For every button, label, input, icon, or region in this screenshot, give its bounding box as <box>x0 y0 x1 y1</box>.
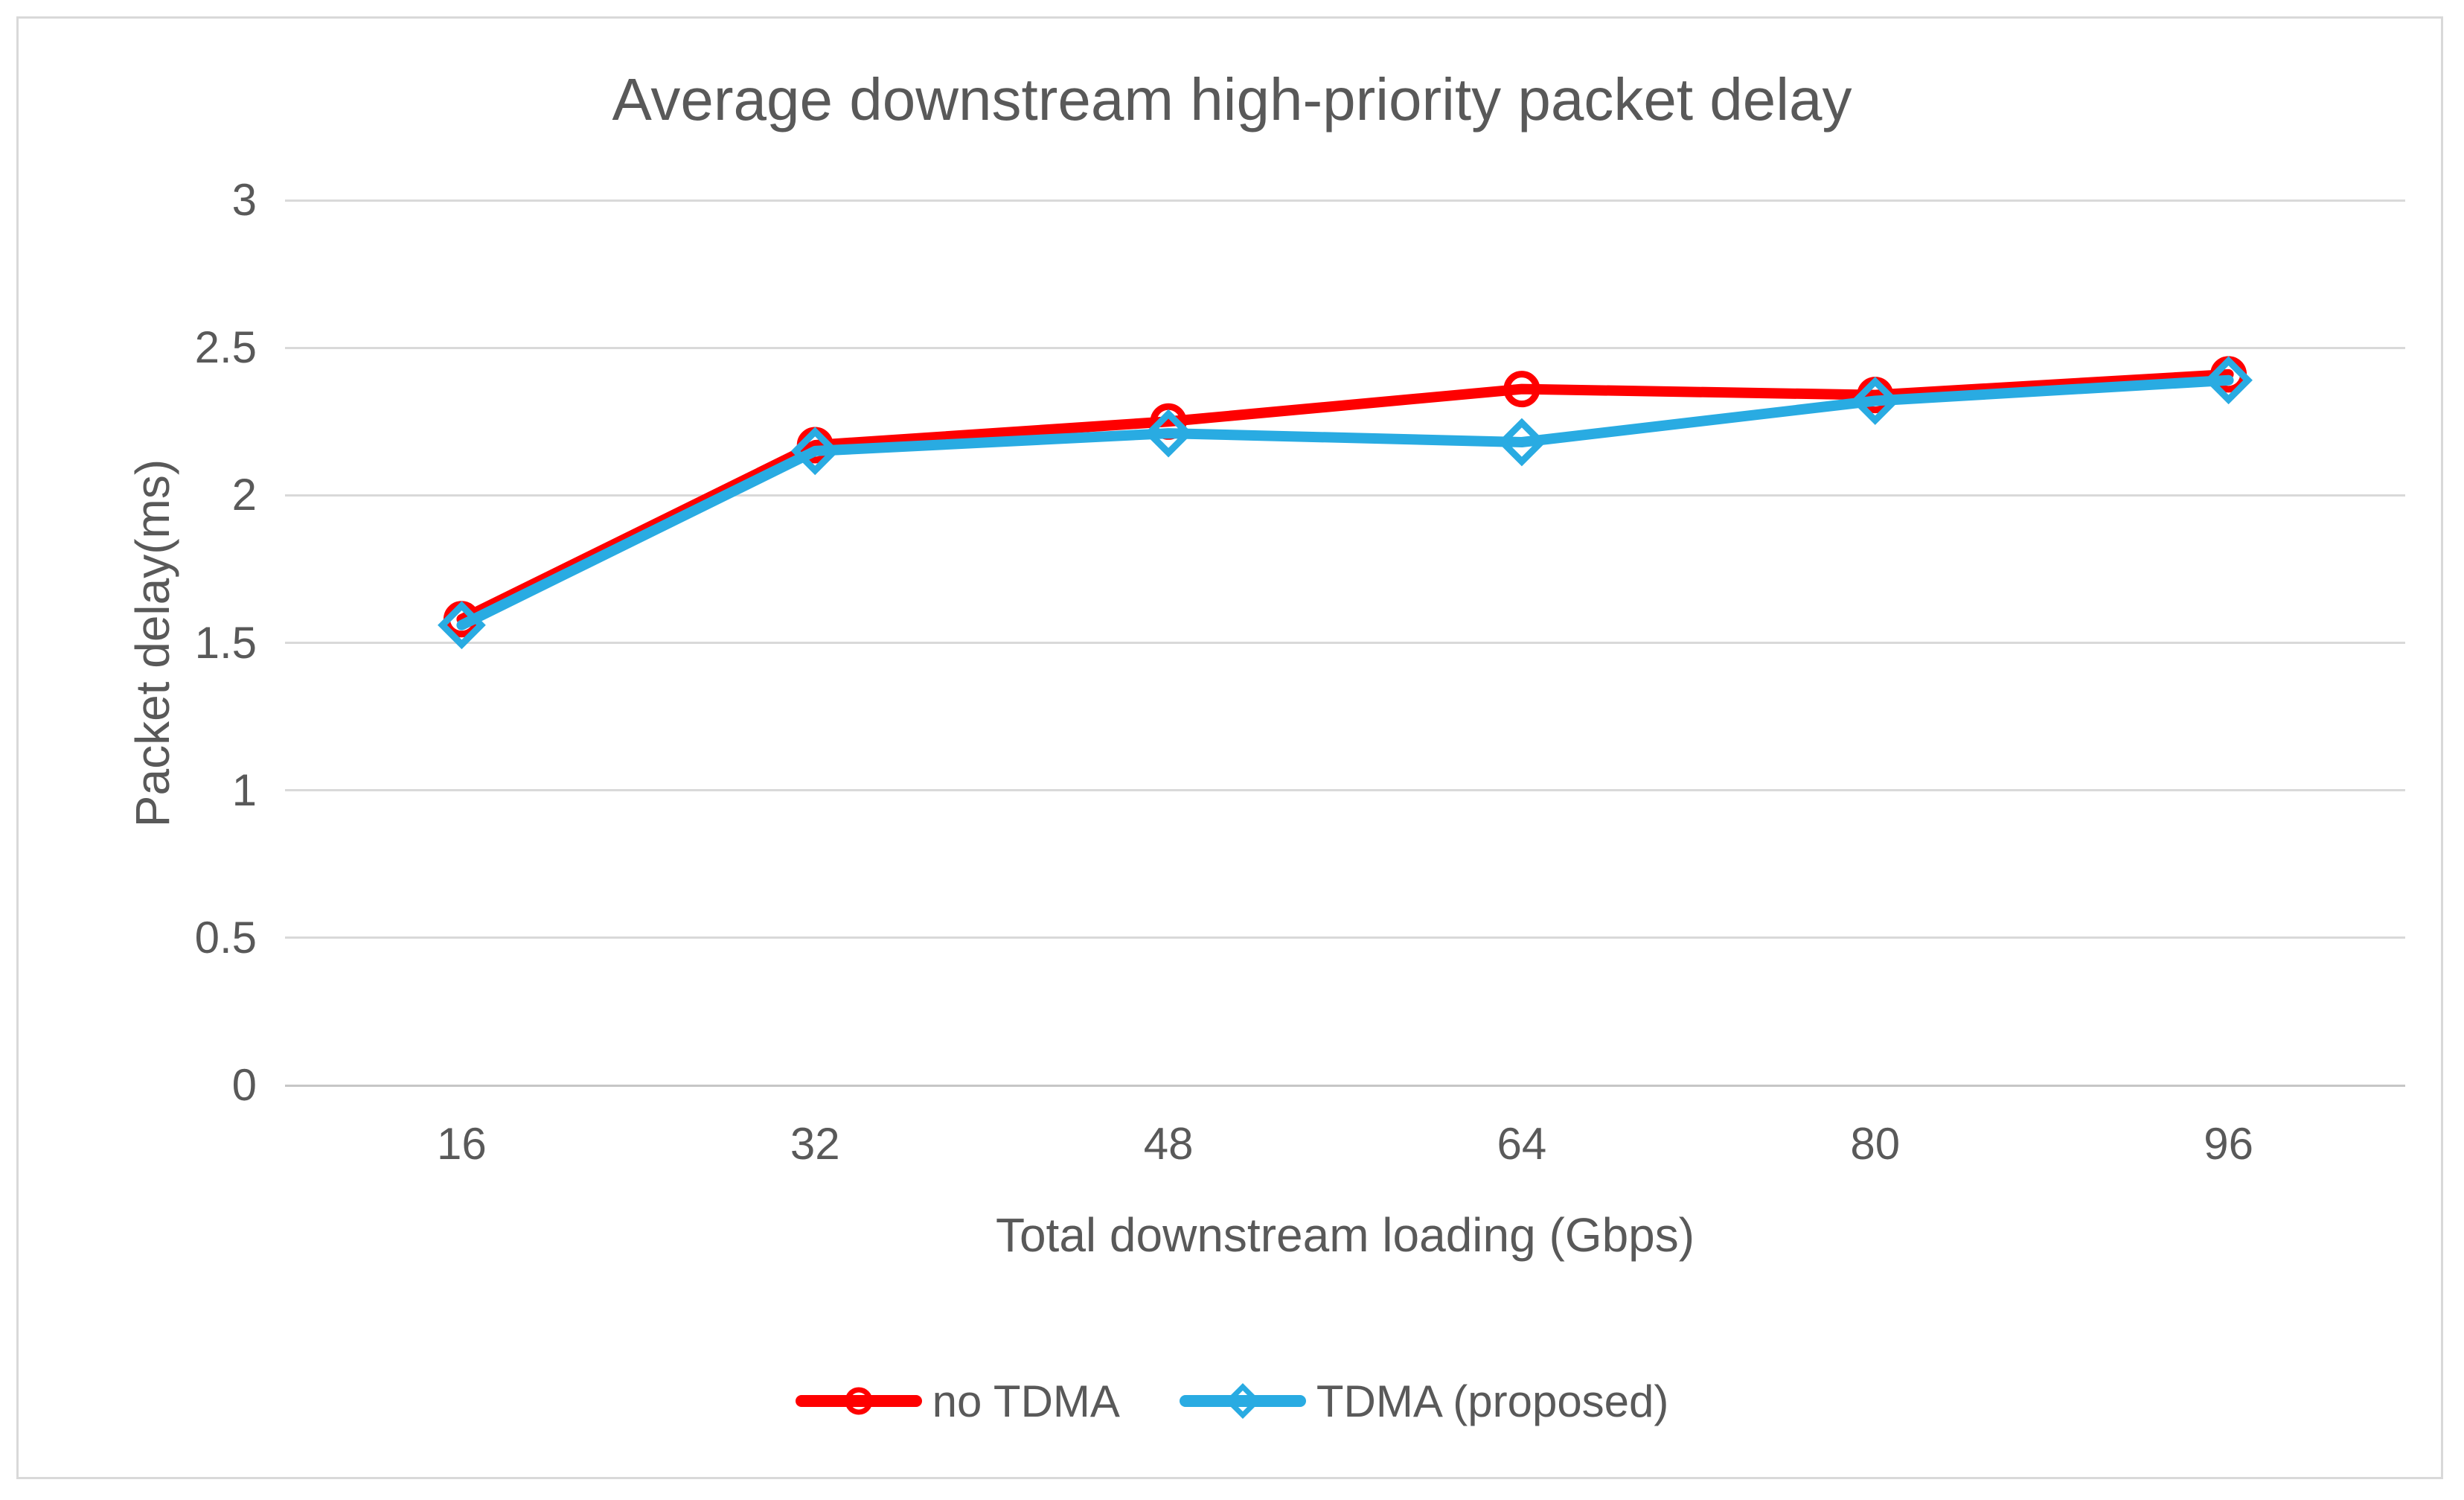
diamond-marker-tdma-proposed <box>790 427 839 476</box>
gridline <box>285 494 2405 497</box>
y-tick-label: 3 <box>231 175 257 225</box>
legend-label-tdma-proposed: TDMA (proposed) <box>1316 1376 1669 1426</box>
legend-swatch-no-tdma <box>795 1387 922 1415</box>
gridline <box>285 199 2405 202</box>
series-line-no-tdma <box>456 368 2234 625</box>
y-tick-label: 1.5 <box>194 617 257 668</box>
legend-item-tdma-proposed: TDMA (proposed) <box>1179 1375 1669 1427</box>
series-line-tdma-proposed <box>456 374 2234 631</box>
chart-title: Average downstream high-priority packet … <box>612 66 1852 133</box>
x-axis-title: Total downstream loading (Gbps) <box>995 1208 1695 1262</box>
diamond-marker-tdma-proposed <box>1851 377 1900 425</box>
diamond-marker-tdma-proposed <box>438 601 486 650</box>
circle-marker-no-tdma <box>1503 371 1540 408</box>
y-tick-label: 0.5 <box>194 912 257 963</box>
gridline <box>285 642 2405 644</box>
plot-area <box>285 199 2405 1087</box>
x-axis-line <box>285 1084 2405 1087</box>
legend-item-no-tdma: no TDMA <box>795 1375 1120 1427</box>
gridline <box>285 346 2405 349</box>
y-tick-label: 0 <box>231 1060 257 1110</box>
y-tick-label: 2 <box>231 470 257 520</box>
y-tick-label: 1 <box>231 765 257 815</box>
legend: no TDMA TDMA (proposed) <box>0 1356 2464 1446</box>
series-canvas <box>438 356 2253 650</box>
x-tick-label: 16 <box>437 1119 487 1169</box>
x-tick-label: 96 <box>2204 1119 2253 1169</box>
diamond-marker-tdma-proposed <box>2204 356 2253 405</box>
gridline <box>285 936 2405 939</box>
legend-swatch-tdma-proposed <box>1179 1383 1306 1419</box>
x-tick-label: 64 <box>1497 1119 1547 1169</box>
x-tick-label: 32 <box>790 1119 840 1169</box>
legend-circle-marker-icon <box>845 1387 873 1415</box>
y-tick-label: 2.5 <box>194 322 257 373</box>
diamond-marker-tdma-proposed <box>1497 418 1546 467</box>
x-tick-label: 48 <box>1143 1119 1194 1169</box>
legend-label-no-tdma: no TDMA <box>932 1376 1120 1426</box>
legend-diamond-marker-icon <box>1224 1383 1261 1419</box>
x-tick-label: 80 <box>1850 1119 1901 1169</box>
diamond-marker-tdma-proposed <box>1144 409 1193 458</box>
gridline <box>285 789 2405 792</box>
chart-outer-border <box>16 16 2443 1479</box>
